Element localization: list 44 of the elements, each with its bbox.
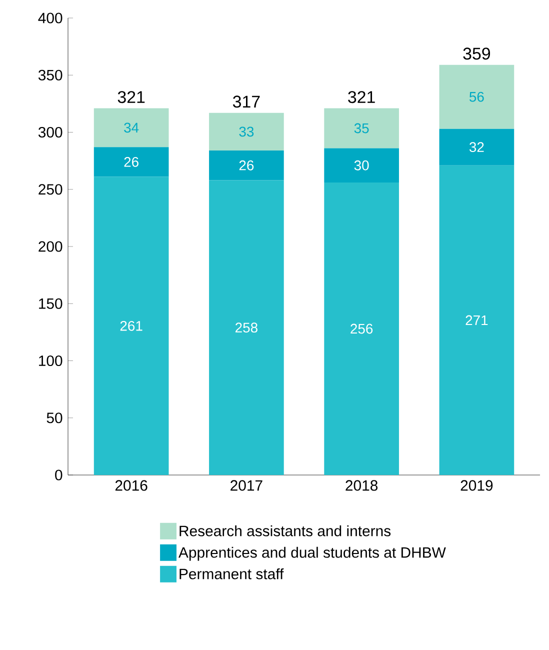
bar <box>94 147 169 177</box>
y-tick-label: 400 <box>38 12 62 24</box>
data-label: 271 <box>466 315 488 326</box>
y-tick-label: 0 <box>55 470 62 480</box>
y-tick-label: 350 <box>38 70 62 80</box>
bar <box>94 176 169 475</box>
data-label: 30 <box>354 160 369 170</box>
bar <box>324 108 399 148</box>
y-tick-label: 100 <box>39 355 62 366</box>
x-tick-label: 2016 <box>115 480 148 491</box>
legend-label: Research assistants and interns <box>180 525 391 536</box>
total-label: 321 <box>118 91 145 104</box>
legend-label: Apprentices and dual students at DHBW <box>178 546 446 561</box>
y-tick-label: 150 <box>39 298 62 309</box>
bar <box>439 128 514 166</box>
y-tick-label: 200 <box>38 241 62 252</box>
data-label: 26 <box>124 157 138 167</box>
data-label: 32 <box>469 142 484 152</box>
bar <box>439 165 514 475</box>
bar <box>324 182 399 475</box>
data-label: 56 <box>469 92 484 102</box>
bar <box>209 112 284 151</box>
data-label: 26 <box>239 160 254 170</box>
y-tick-label: 250 <box>38 184 62 195</box>
bar <box>94 108 169 148</box>
data-label: 256 <box>350 324 373 334</box>
x-tick-label: 2017 <box>230 480 262 491</box>
x-tick-label: 2019 <box>460 480 493 491</box>
data-label: 33 <box>239 126 254 137</box>
data-label: 261 <box>120 320 142 331</box>
bar <box>324 148 399 183</box>
total-label: 321 <box>348 91 375 104</box>
bar <box>209 180 284 475</box>
data-label: 34 <box>124 122 139 133</box>
bar <box>209 150 284 180</box>
bar <box>439 64 514 129</box>
data-label: 258 <box>236 322 258 333</box>
total-label: 359 <box>463 48 490 60</box>
x-tick-label: 2018 <box>346 480 378 491</box>
y-tick-label: 300 <box>38 126 62 138</box>
y-tick-label: 50 <box>46 412 62 424</box>
data-label: 35 <box>354 123 369 134</box>
total-label: 317 <box>232 96 260 108</box>
legend-label: Permanent staff <box>180 568 284 580</box>
